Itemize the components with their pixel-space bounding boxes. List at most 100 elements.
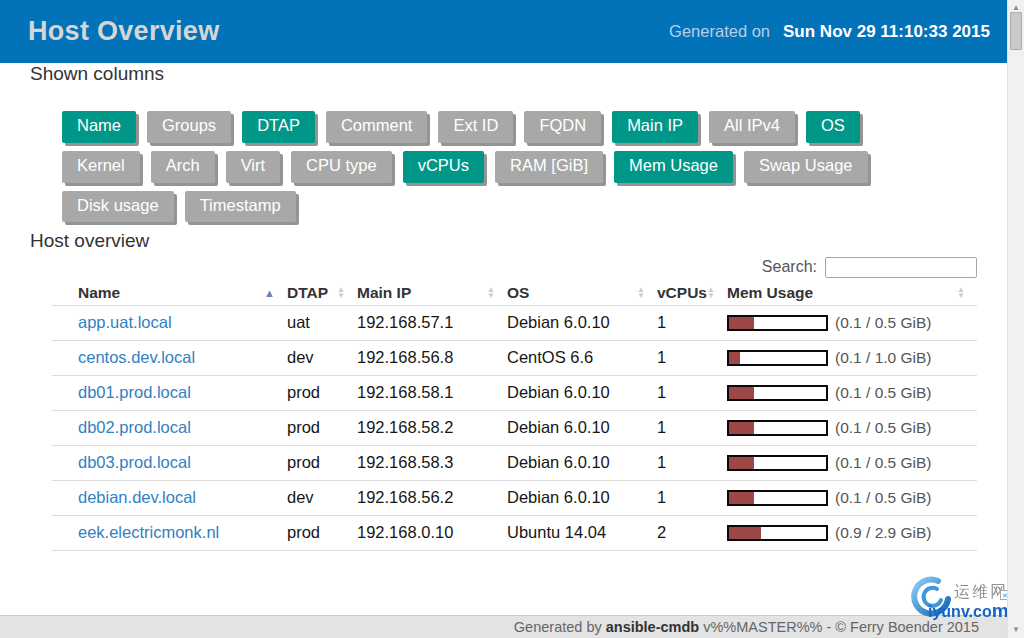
column-header-dtap[interactable]: DTAP ▲▼: [287, 280, 357, 305]
cell-vcpus: 2: [657, 515, 727, 550]
column-header-vcpus[interactable]: vCPUs▲▼: [657, 280, 727, 305]
cell-name: eek.electricmonk.nl: [52, 515, 287, 550]
column-header-main-ip[interactable]: Main IP▲▼: [357, 280, 507, 305]
column-toggle-group: Name Groups DTAP Comment Ext ID FQDN Main IP Al…: [62, 111, 977, 222]
cell-dtap: prod: [287, 515, 357, 550]
watermark-cn-text: 运维网: [954, 582, 1008, 603]
host-link[interactable]: app.uat.local: [78, 313, 172, 331]
mem-usage-bar-fill: [729, 352, 740, 364]
watermark-swirl-icon: [908, 576, 952, 620]
cell-mem-usage: (0.1 / 0.5 GiB): [727, 480, 977, 515]
cell-vcpus: 1: [657, 305, 727, 340]
cell-dtap: uat: [287, 305, 357, 340]
cell-os: Debian 6.0.10: [507, 375, 657, 410]
cell-main-ip: 192.168.57.1: [357, 305, 507, 340]
column-toggle-name[interactable]: Name: [62, 111, 136, 143]
sort-both-icon: ▲▼: [957, 287, 965, 299]
sort-both-icon: ▲▼: [337, 287, 345, 299]
column-toggle-virt[interactable]: Virt: [226, 151, 280, 183]
mem-usage-label: (0.1 / 0.5 GiB): [835, 489, 931, 507]
column-toggle-dtap[interactable]: DTAP: [242, 111, 315, 143]
mem-usage-bar: [727, 455, 828, 471]
cell-name: debian.dev.local: [52, 480, 287, 515]
column-toggle-kernel[interactable]: Kernel: [62, 151, 140, 183]
page-footer: Generated by ansible-cmdb v%%MASTER%% - …: [0, 615, 1007, 638]
mem-usage-bar: [727, 315, 828, 331]
column-header-label: OS: [507, 284, 529, 301]
column-toggle-fqdn[interactable]: FQDN: [524, 111, 601, 143]
footer-app-name: ansible-cmdb: [606, 619, 699, 635]
column-header-name[interactable]: Name▲: [52, 280, 287, 305]
host-link[interactable]: centos.dev.local: [78, 348, 195, 366]
host-link[interactable]: db01.prod.local: [78, 383, 191, 401]
column-toggle-ext-id[interactable]: Ext ID: [438, 111, 513, 143]
column-toggle-timestamp[interactable]: Timestamp: [185, 191, 296, 223]
page: Host Overview Generated on Sun Nov 29 11…: [0, 0, 1007, 551]
mem-usage-bar: [727, 490, 828, 506]
search-bar: Search:: [30, 254, 977, 280]
mem-usage-bar-fill: [729, 527, 761, 539]
mem-usage-label: (0.1 / 0.5 GiB): [835, 384, 931, 402]
shown-columns-heading: Shown columns: [30, 63, 977, 85]
cell-name: centos.dev.local: [52, 340, 287, 375]
mem-usage-bar: [727, 350, 828, 366]
host-link[interactable]: eek.electricmonk.nl: [78, 523, 219, 541]
column-toggle-row: Name Groups DTAP Comment Ext ID FQDN Main IP Al…: [62, 111, 977, 143]
column-toggle-ram-gib[interactable]: RAM [GiB]: [495, 151, 603, 183]
host-link[interactable]: debian.dev.local: [78, 488, 196, 506]
scrollbar[interactable]: ▲ ▼: [1007, 0, 1024, 638]
cell-mem-usage: (0.1 / 0.5 GiB): [727, 445, 977, 480]
column-toggle-groups[interactable]: Groups: [147, 111, 231, 143]
column-toggle-arch[interactable]: Arch: [151, 151, 215, 183]
cell-os: CentOS 6.6: [507, 340, 657, 375]
column-toggle-os[interactable]: OS: [806, 111, 860, 143]
column-toggle-comment[interactable]: Comment: [326, 111, 428, 143]
cell-mem-usage: (0.1 / 0.5 GiB): [727, 410, 977, 445]
generated-info: Generated on Sun Nov 29 11:10:33 2015: [669, 22, 990, 42]
column-toggle-main-ip[interactable]: Main IP: [612, 111, 698, 143]
column-header-mem-usage[interactable]: Mem Usage▲▼: [727, 280, 977, 305]
cell-vcpus: 1: [657, 375, 727, 410]
mem-usage-label: (0.1 / 0.5 GiB): [835, 419, 931, 437]
cell-dtap: dev: [287, 480, 357, 515]
column-toggle-cpu-type[interactable]: CPU type: [291, 151, 392, 183]
footer-prefix: Generated by: [514, 619, 602, 635]
cell-main-ip: 192.168.56.8: [357, 340, 507, 375]
cell-mem-usage: (0.1 / 1.0 GiB): [727, 340, 977, 375]
cell-dtap: dev: [287, 340, 357, 375]
host-link[interactable]: db03.prod.local: [78, 453, 191, 471]
generated-on-label: Generated on: [669, 22, 770, 41]
column-header-os[interactable]: OS▲▼: [507, 280, 657, 305]
column-toggle-row: Disk usage Timestamp: [62, 191, 977, 223]
cell-os: Debian 6.0.10: [507, 410, 657, 445]
column-toggle-vcpus[interactable]: vCPUs: [403, 151, 484, 183]
host-overview-heading: Host overview: [30, 230, 977, 252]
cell-dtap: prod: [287, 445, 357, 480]
mem-usage-bar-fill: [729, 317, 754, 329]
cell-name: db02.prod.local: [52, 410, 287, 445]
column-toggle-all-ipv4[interactable]: All IPv4: [709, 111, 795, 143]
column-header-label: vCPUs: [657, 284, 707, 301]
cell-main-ip: 192.168.56.2: [357, 480, 507, 515]
cell-os: Debian 6.0.10: [507, 305, 657, 340]
scrollbar-down-icon[interactable]: ▼: [1008, 623, 1024, 636]
cell-name: db01.prod.local: [52, 375, 287, 410]
host-link[interactable]: db02.prod.local: [78, 418, 191, 436]
host-table: Name▲DTAP▲▼Main IP▲▼OS▲▼vCPUs▲▼Mem Usage…: [52, 280, 977, 551]
cell-dtap: prod: [287, 410, 357, 445]
footer-suffix: v%%MASTER%% - © Ferry Boender 2015: [703, 619, 979, 635]
column-toggle-mem-usage[interactable]: Mem Usage: [614, 151, 733, 183]
column-toggle-swap-usage[interactable]: Swap Usage: [744, 151, 868, 183]
mem-usage-bar: [727, 385, 828, 401]
mem-usage-bar-fill: [729, 457, 754, 469]
cell-os: Ubuntu 14.04: [507, 515, 657, 550]
scrollbar-thumb[interactable]: [1010, 12, 1022, 50]
content: Shown columns Name Groups DTAP Comment Ext I…: [0, 63, 1007, 551]
mem-usage-label: (0.1 / 1.0 GiB): [835, 349, 931, 367]
mem-usage-label: (0.1 / 0.5 GiB): [835, 314, 931, 332]
column-toggle-disk-usage[interactable]: Disk usage: [62, 191, 174, 223]
column-header-label: DTAP: [287, 284, 328, 301]
search-input[interactable]: [825, 257, 977, 278]
page-title: Host Overview: [28, 16, 219, 47]
cell-os: Debian 6.0.10: [507, 445, 657, 480]
